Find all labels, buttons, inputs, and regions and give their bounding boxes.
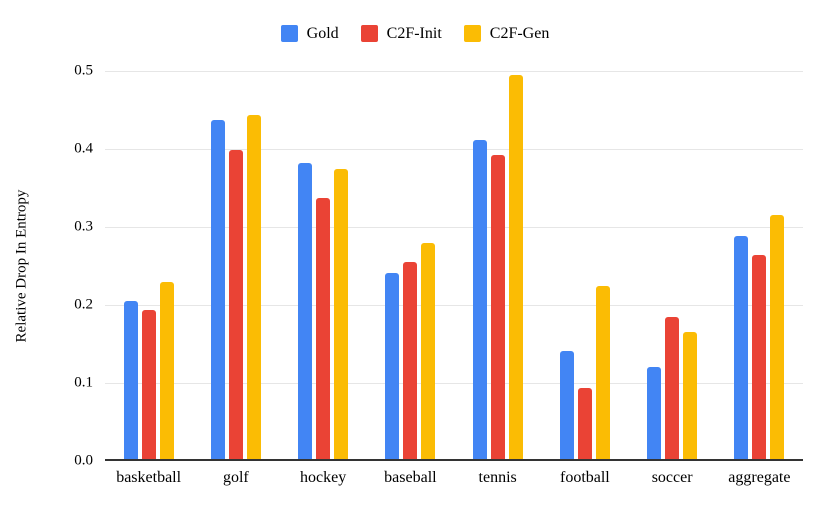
legend-item-gold: Gold xyxy=(280,25,339,42)
legend-label: C2F-Init xyxy=(386,25,442,42)
bar-gold xyxy=(385,273,400,461)
bar-gold xyxy=(472,139,487,461)
bar-group-golf xyxy=(192,71,279,461)
chart-legend: Gold C2F-Init C2F-Gen xyxy=(0,25,830,42)
y-axis-ticks: 0.0 0.1 0.2 0.3 0.4 0.5 xyxy=(0,63,93,468)
x-axis-label: tennis xyxy=(478,469,517,486)
legend-swatch-c2f-gen xyxy=(463,25,481,42)
bar-gold xyxy=(123,301,138,461)
gridline xyxy=(105,70,803,72)
gridline xyxy=(105,148,803,150)
bar-c2f-init xyxy=(403,262,418,461)
gridline xyxy=(105,226,803,228)
x-axis-label: soccer xyxy=(651,469,693,486)
bar-group-basketball xyxy=(105,71,192,461)
bar-c2f-gen xyxy=(421,243,436,461)
y-tick-label: 0.2 xyxy=(74,296,93,313)
x-axis-label: football xyxy=(559,469,610,486)
bar-c2f-gen xyxy=(770,215,785,461)
bar-c2f-init xyxy=(490,155,505,461)
legend-item-c2f-init: C2F-Init xyxy=(360,25,442,42)
legend-item-c2f-gen: C2F-Gen xyxy=(463,25,550,42)
x-axis-label: basketball xyxy=(116,469,182,486)
gridline xyxy=(105,382,803,384)
bar-c2f-init xyxy=(752,255,767,461)
bar-group-baseball xyxy=(367,71,454,461)
bar-c2f-init xyxy=(228,149,243,461)
bar-group-aggregate xyxy=(716,71,803,461)
bar-c2f-init xyxy=(665,316,680,461)
y-tick-label: 0.4 xyxy=(74,140,93,157)
bar-gold xyxy=(734,235,749,461)
bar-gold xyxy=(298,163,313,461)
plot-area xyxy=(105,70,803,461)
bar-c2f-gen xyxy=(159,281,174,461)
bar-gold xyxy=(559,351,574,461)
bar-c2f-gen xyxy=(595,286,610,461)
bar-group-soccer xyxy=(629,71,716,461)
bar-c2f-gen xyxy=(683,332,698,461)
bar-c2f-gen xyxy=(246,114,261,461)
x-axis-line xyxy=(105,459,803,461)
y-tick-label: 0.3 xyxy=(74,218,93,235)
bar-group-tennis xyxy=(454,71,541,461)
y-tick-label: 0.0 xyxy=(74,452,93,469)
gridline xyxy=(105,304,803,306)
legend-swatch-c2f-init xyxy=(360,25,378,42)
bar-c2f-init xyxy=(141,310,156,461)
x-axis-label: golf xyxy=(222,469,249,486)
bar-gold xyxy=(210,120,225,461)
x-axis-label: baseball xyxy=(384,469,437,486)
legend-label: C2F-Gen xyxy=(489,25,550,42)
bar-c2f-gen xyxy=(334,168,349,461)
y-tick-label: 0.1 xyxy=(74,374,93,391)
y-tick-label: 0.5 xyxy=(74,62,93,79)
x-axis-labels: basketball golf hockey baseball tennis footba… xyxy=(105,469,803,487)
legend-label: Gold xyxy=(306,25,339,42)
x-axis-label: hockey xyxy=(300,469,347,486)
bar-gold xyxy=(647,366,662,461)
bar-groups xyxy=(105,71,803,461)
bar-group-football xyxy=(541,71,628,461)
bar-group-hockey xyxy=(280,71,367,461)
legend-swatch-gold xyxy=(280,25,298,42)
bar-c2f-init xyxy=(316,198,331,461)
bar-c2f-gen xyxy=(508,74,523,461)
x-axis-label: aggregate xyxy=(728,469,791,486)
bar-c2f-init xyxy=(577,387,592,461)
